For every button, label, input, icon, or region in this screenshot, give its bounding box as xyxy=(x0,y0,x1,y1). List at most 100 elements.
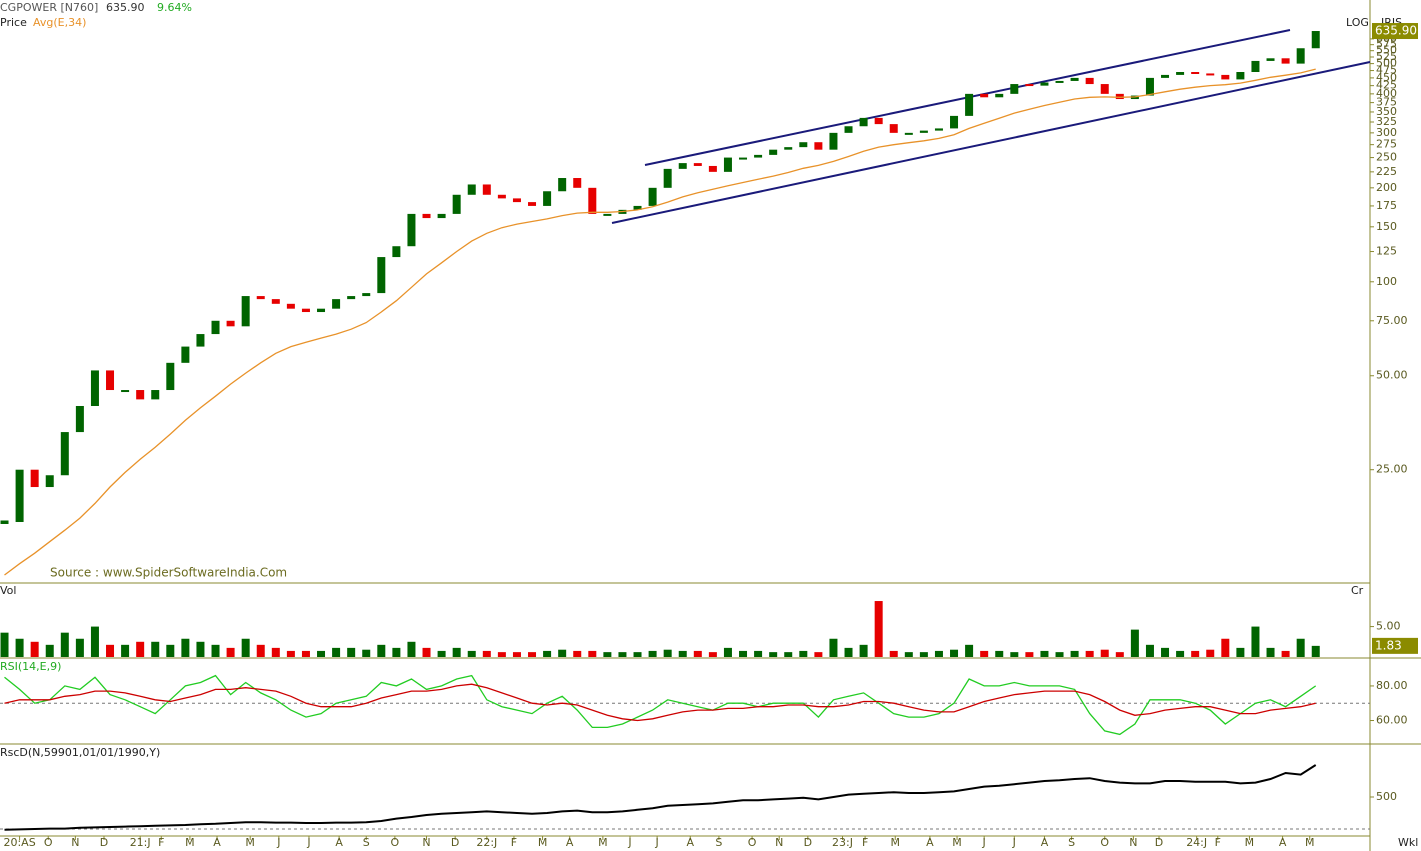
y-tick-label: 450 xyxy=(1376,71,1397,84)
volume-bar xyxy=(136,641,145,657)
y-tick-label: 275 xyxy=(1376,138,1397,151)
volume-bar xyxy=(45,644,54,657)
volume-bar xyxy=(1130,629,1139,657)
volume-bar xyxy=(482,650,491,657)
x-tick-label: O xyxy=(44,836,53,849)
x-tick-label: J xyxy=(276,836,280,849)
volume-bar xyxy=(1025,652,1034,657)
line xyxy=(4,764,1317,831)
volume-bar xyxy=(106,644,115,657)
volume-bar xyxy=(543,650,552,657)
candle xyxy=(301,308,310,313)
candle xyxy=(754,154,763,158)
y-tick-label: 200 xyxy=(1376,181,1397,194)
volume-bar xyxy=(1055,652,1064,657)
x-tick-label: A xyxy=(687,836,695,849)
x-tick-label: D xyxy=(1155,836,1163,849)
candle xyxy=(362,293,371,297)
y-tick-label: 175 xyxy=(1376,199,1397,212)
candle xyxy=(60,432,69,476)
candle xyxy=(1145,77,1154,96)
volume-bar xyxy=(1145,644,1154,657)
change: 9.64% xyxy=(157,1,192,14)
candle xyxy=(90,370,99,406)
candle xyxy=(482,184,491,195)
candle xyxy=(1010,84,1019,94)
volume-bar xyxy=(1281,650,1290,657)
volume-bar xyxy=(226,647,235,657)
volume-bar xyxy=(995,650,1004,657)
y-tick-label: 125 xyxy=(1376,245,1397,258)
line xyxy=(4,674,1317,736)
volume-bar xyxy=(1010,652,1019,657)
candle xyxy=(166,362,175,391)
candle xyxy=(256,296,265,300)
volume-bar xyxy=(573,650,582,657)
candle xyxy=(75,405,84,433)
candle xyxy=(588,187,597,214)
candle xyxy=(1251,60,1260,72)
volume-bar xyxy=(859,644,868,657)
volume-bar xyxy=(1100,649,1109,657)
volume-bar xyxy=(271,647,280,657)
candle xyxy=(528,202,537,206)
y-tick-label: 525 xyxy=(1376,50,1397,63)
last-value-label: 635.90 xyxy=(1375,24,1417,38)
volume-bar xyxy=(317,650,326,657)
volume-bar xyxy=(286,650,295,657)
candle xyxy=(723,157,732,172)
x-tick-label: J xyxy=(306,836,310,849)
x-tick-label: 21:J xyxy=(130,836,151,849)
y-tick-label: 575 xyxy=(1376,38,1397,51)
candle xyxy=(241,296,250,327)
x-tick-label: M xyxy=(538,836,548,849)
y-tick-label: 100 xyxy=(1376,275,1397,288)
volume-bar xyxy=(0,632,9,657)
volume-bar xyxy=(1040,650,1049,657)
legend-avg: Avg(E,34) xyxy=(33,16,86,29)
candle xyxy=(1296,48,1305,64)
volume-bar xyxy=(75,638,84,657)
y-tick-label: 225 xyxy=(1376,165,1397,178)
y-tick-label: 325 xyxy=(1376,115,1397,128)
candle xyxy=(136,390,145,400)
volume-bar xyxy=(558,649,567,657)
candle xyxy=(648,187,657,206)
x-tick-label: N xyxy=(1129,836,1137,849)
x-tick-label: D xyxy=(804,836,812,849)
x-tick-label: 24:J xyxy=(1186,836,1207,849)
candle xyxy=(407,213,416,247)
x-tick-label: N xyxy=(422,836,430,849)
x-tick-label: D xyxy=(100,836,108,849)
candle xyxy=(814,142,823,150)
volume-bar xyxy=(1085,650,1094,657)
candle xyxy=(121,390,130,393)
volume-bar xyxy=(588,650,597,657)
volume-bar xyxy=(15,638,24,657)
volume-bar xyxy=(603,652,612,657)
volume-bar xyxy=(1176,650,1185,657)
volume-bar xyxy=(618,652,627,657)
candle xyxy=(663,168,672,188)
volume-bar xyxy=(874,601,883,657)
x-tick-label: A xyxy=(1041,836,1049,849)
y-tick-label: 500 xyxy=(1376,57,1397,70)
x-tick-label: J xyxy=(1012,836,1016,849)
candle xyxy=(1221,74,1230,80)
candle xyxy=(1161,74,1170,78)
x-tick-label: M xyxy=(952,836,962,849)
volume-bar xyxy=(392,647,401,657)
volume-bar xyxy=(1266,647,1275,657)
volume-bar xyxy=(799,650,808,657)
candle xyxy=(573,178,582,188)
candle xyxy=(603,213,612,216)
volume-bar xyxy=(678,650,687,657)
candle xyxy=(497,194,506,199)
volume-bar xyxy=(196,641,205,657)
x-tick-label: S xyxy=(1068,836,1075,849)
volume-bar xyxy=(256,644,265,657)
volume-bar xyxy=(362,649,371,657)
volume-bar xyxy=(633,652,642,657)
